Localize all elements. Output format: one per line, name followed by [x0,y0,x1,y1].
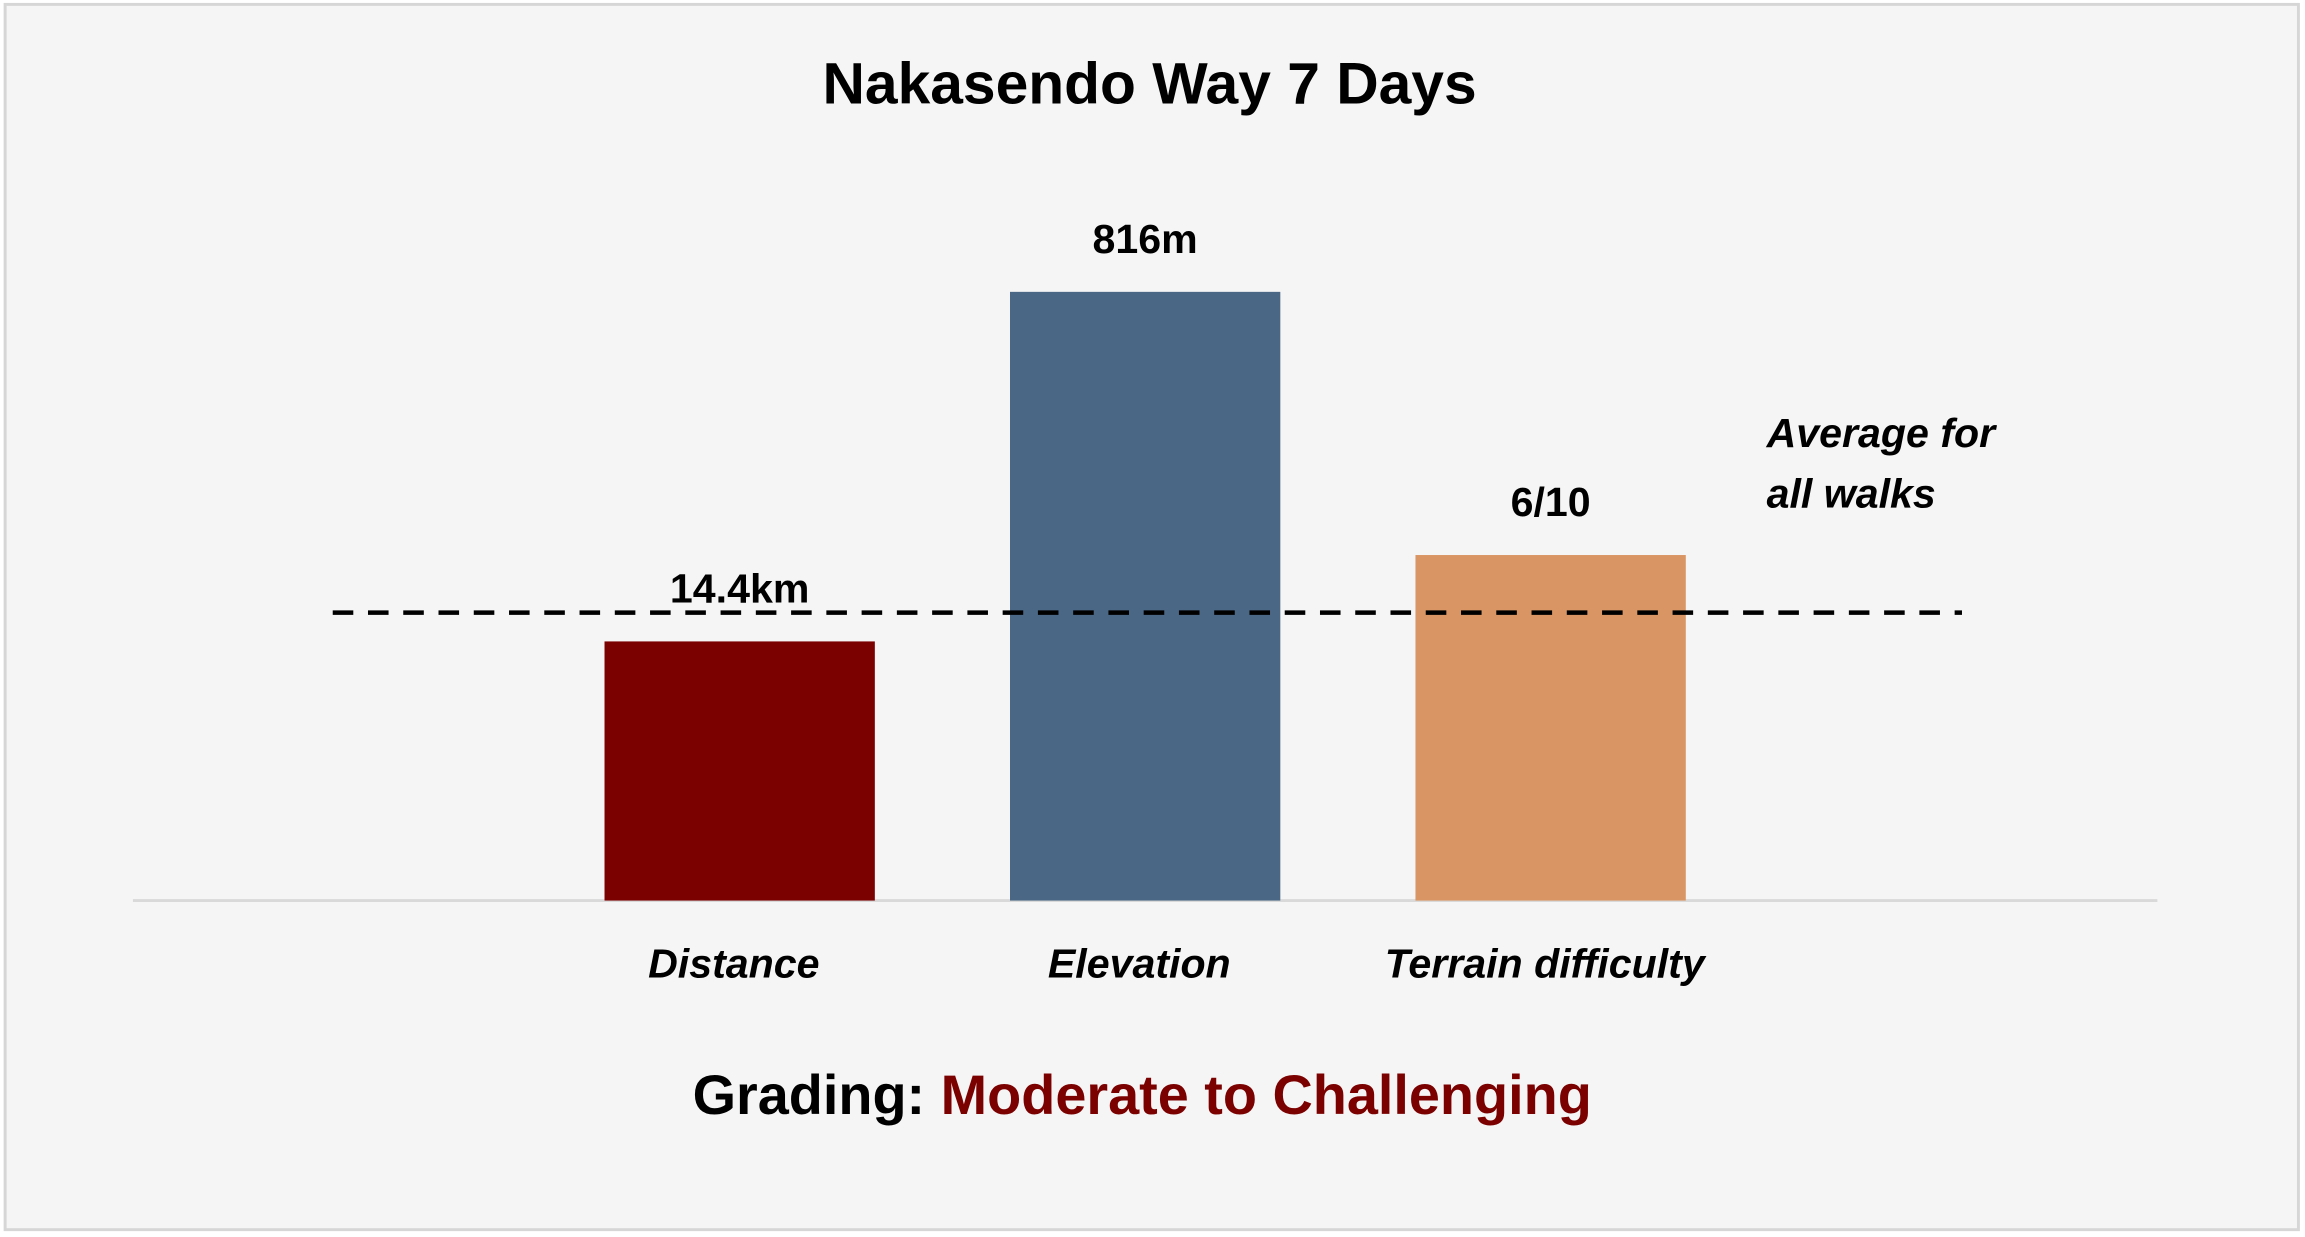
grading: Grading: Moderate to Challenging [693,1063,1592,1126]
bar [1009,291,1281,901]
bar [604,641,875,901]
chart-title: Nakasendo Way 7 Days [822,52,1476,117]
annotation: Average for [1766,410,1998,456]
x-tick-label: Terrain difficulty [1385,941,1707,987]
value-label: 816m [1093,216,1198,262]
x-tick-label: Distance [648,941,819,987]
x-tick-label: Elevation [1048,941,1231,987]
grading-value: Moderate to Challenging [941,1063,1592,1126]
grading-label: Grading: [693,1063,926,1126]
value-label: 6/10 [1511,479,1591,525]
value-label: 14.4km [670,565,809,611]
bar [1415,555,1686,901]
annotation: all walks [1767,470,1936,516]
